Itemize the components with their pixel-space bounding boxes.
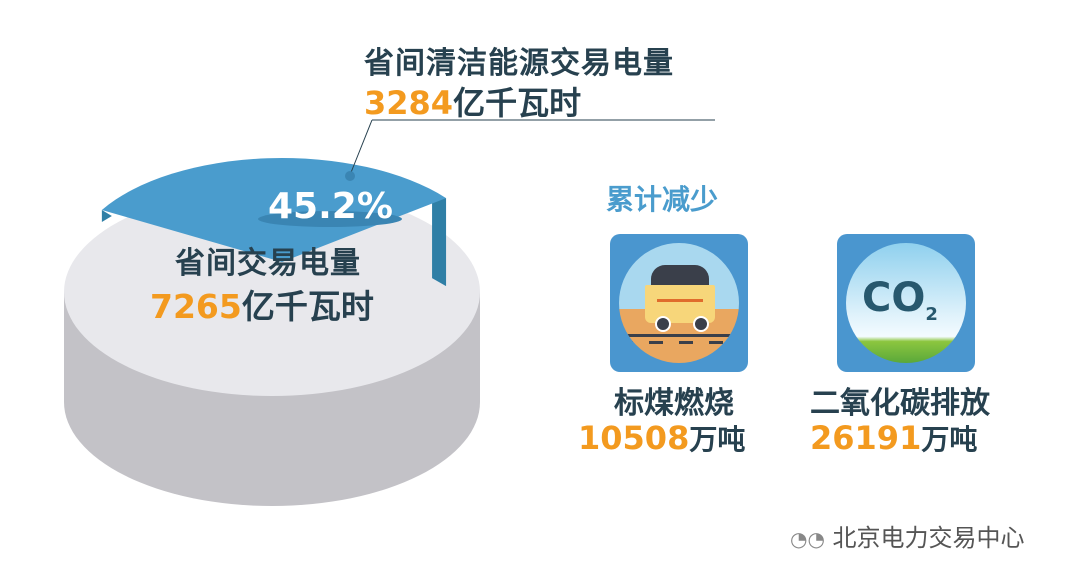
co2-label: 二氧化碳排放 xyxy=(810,386,990,421)
callout-dot xyxy=(345,171,355,181)
reduction-heading: 累计减少 xyxy=(606,183,719,216)
watermark: ◔◔ 北京电力交易中心 xyxy=(790,518,1025,553)
callout-value-line: 3284亿千瓦时 xyxy=(364,78,581,124)
co2-subscript: 2 xyxy=(925,304,938,325)
percent-label: 45.2% xyxy=(268,186,393,227)
callout-value: 3284 xyxy=(364,84,454,122)
pie-slice-blue xyxy=(101,158,447,262)
slice-value-line: 7265亿千瓦时 xyxy=(150,280,374,328)
coal-unit: 万吨 xyxy=(689,423,746,456)
watermark-text: 北京电力交易中心 xyxy=(832,524,1025,552)
callout-title: 省间清洁能源交易电量 xyxy=(364,46,674,81)
coal-cart-icon xyxy=(610,234,748,372)
pie-slice-gray xyxy=(64,188,480,396)
percent-shadow xyxy=(258,211,402,227)
callout-unit: 亿千瓦时 xyxy=(453,84,582,122)
coal-value-line: 10508万吨 xyxy=(578,418,745,458)
coal-value: 10508 xyxy=(578,419,690,457)
callout-leader-line xyxy=(349,119,373,176)
co2-value-line: 26191万吨 xyxy=(810,418,977,458)
slice-unit: 亿千瓦时 xyxy=(241,287,374,326)
co2-text: CO xyxy=(862,275,926,321)
co2-unit: 万吨 xyxy=(921,423,978,456)
slice-title: 省间交易电量 xyxy=(175,246,361,281)
co2-value: 26191 xyxy=(810,419,922,457)
slice-value: 7265 xyxy=(150,287,242,326)
wechat-icon: ◔◔ xyxy=(790,527,825,551)
pie-side-blue xyxy=(432,198,447,287)
co2-icon: CO2 xyxy=(837,234,975,372)
coal-label: 标煤燃烧 xyxy=(614,386,734,421)
pie-edge-blue xyxy=(101,210,112,222)
